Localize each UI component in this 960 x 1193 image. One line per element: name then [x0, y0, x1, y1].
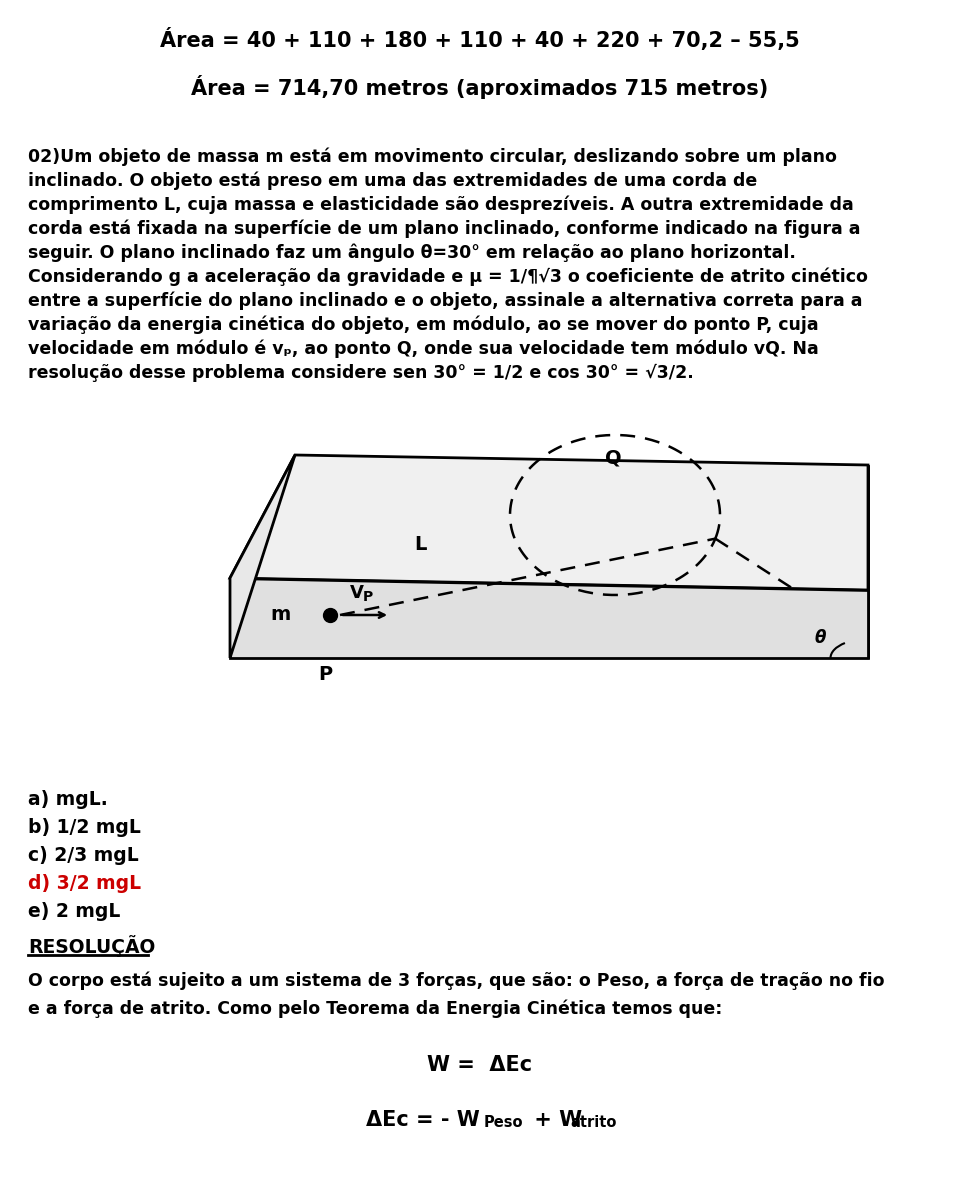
Text: P: P	[318, 665, 332, 684]
Text: RESOLUÇÃO: RESOLUÇÃO	[28, 935, 156, 957]
Text: ΔEc = - W: ΔEc = - W	[367, 1109, 480, 1130]
Text: Peso: Peso	[484, 1115, 523, 1130]
Text: inclinado. O objeto está preso em uma das extremidades de uma corda de: inclinado. O objeto está preso em uma da…	[28, 172, 757, 191]
Text: 02)Um objeto de massa m está em movimento circular, deslizando sobre um plano: 02)Um objeto de massa m está em moviment…	[28, 148, 837, 167]
Text: b) 1/2 mgL: b) 1/2 mgL	[28, 818, 141, 837]
Text: + W: + W	[527, 1109, 582, 1130]
Text: atrito: atrito	[570, 1115, 616, 1130]
Text: W =  ΔEc: W = ΔEc	[427, 1055, 533, 1075]
Text: corda está fixada na superfície de um plano inclinado, conforme indicado na figu: corda está fixada na superfície de um pl…	[28, 220, 860, 239]
Text: m: m	[270, 606, 290, 624]
Text: V: V	[350, 585, 364, 602]
Polygon shape	[230, 455, 868, 591]
Text: Área = 714,70 metros (aproximados 715 metros): Área = 714,70 metros (aproximados 715 me…	[191, 75, 769, 99]
Text: O corpo está sujeito a um sistema de 3 forças, que são: o Peso, a força de traçã: O corpo está sujeito a um sistema de 3 f…	[28, 972, 884, 990]
Text: P: P	[363, 591, 373, 604]
Text: Considerando g a aceleração da gravidade e µ = 1/¶√3 o coeficiente de atrito cin: Considerando g a aceleração da gravidade…	[28, 268, 868, 286]
Text: velocidade em módulo é vₚ, ao ponto Q, onde sua velocidade tem módulo vQ. Na: velocidade em módulo é vₚ, ao ponto Q, o…	[28, 340, 819, 359]
Text: d) 3/2 mgL: d) 3/2 mgL	[28, 874, 141, 894]
Text: Q: Q	[605, 449, 622, 466]
Text: entre a superfície do plano inclinado e o objeto, assinale a alternativa correta: entre a superfície do plano inclinado e …	[28, 292, 862, 310]
Text: variação da energia cinética do objeto, em módulo, ao se mover do ponto P, cuja: variação da energia cinética do objeto, …	[28, 316, 819, 334]
Text: e) 2 mgL: e) 2 mgL	[28, 902, 120, 921]
Text: c) 2/3 mgL: c) 2/3 mgL	[28, 846, 139, 865]
Polygon shape	[230, 577, 868, 659]
Text: resolução desse problema considere sen 30° = 1/2 e cos 30° = √3/2.: resolução desse problema considere sen 3…	[28, 364, 694, 382]
Text: θ: θ	[814, 629, 826, 647]
Text: Área = 40 + 110 + 180 + 110 + 40 + 220 + 70,2 – 55,5: Área = 40 + 110 + 180 + 110 + 40 + 220 +…	[160, 27, 800, 51]
Text: L: L	[414, 536, 426, 555]
Text: a) mgL.: a) mgL.	[28, 790, 108, 809]
Text: comprimento L, cuja massa e elasticidade são desprezíveis. A outra extremidade d: comprimento L, cuja massa e elasticidade…	[28, 196, 853, 215]
Text: e a força de atrito. Como pelo Teorema da Energia Cinética temos que:: e a força de atrito. Como pelo Teorema d…	[28, 999, 722, 1018]
Text: seguir. O plano inclinado faz um ângulo θ=30° em relação ao plano horizontal.: seguir. O plano inclinado faz um ângulo …	[28, 245, 796, 262]
Polygon shape	[230, 455, 295, 659]
